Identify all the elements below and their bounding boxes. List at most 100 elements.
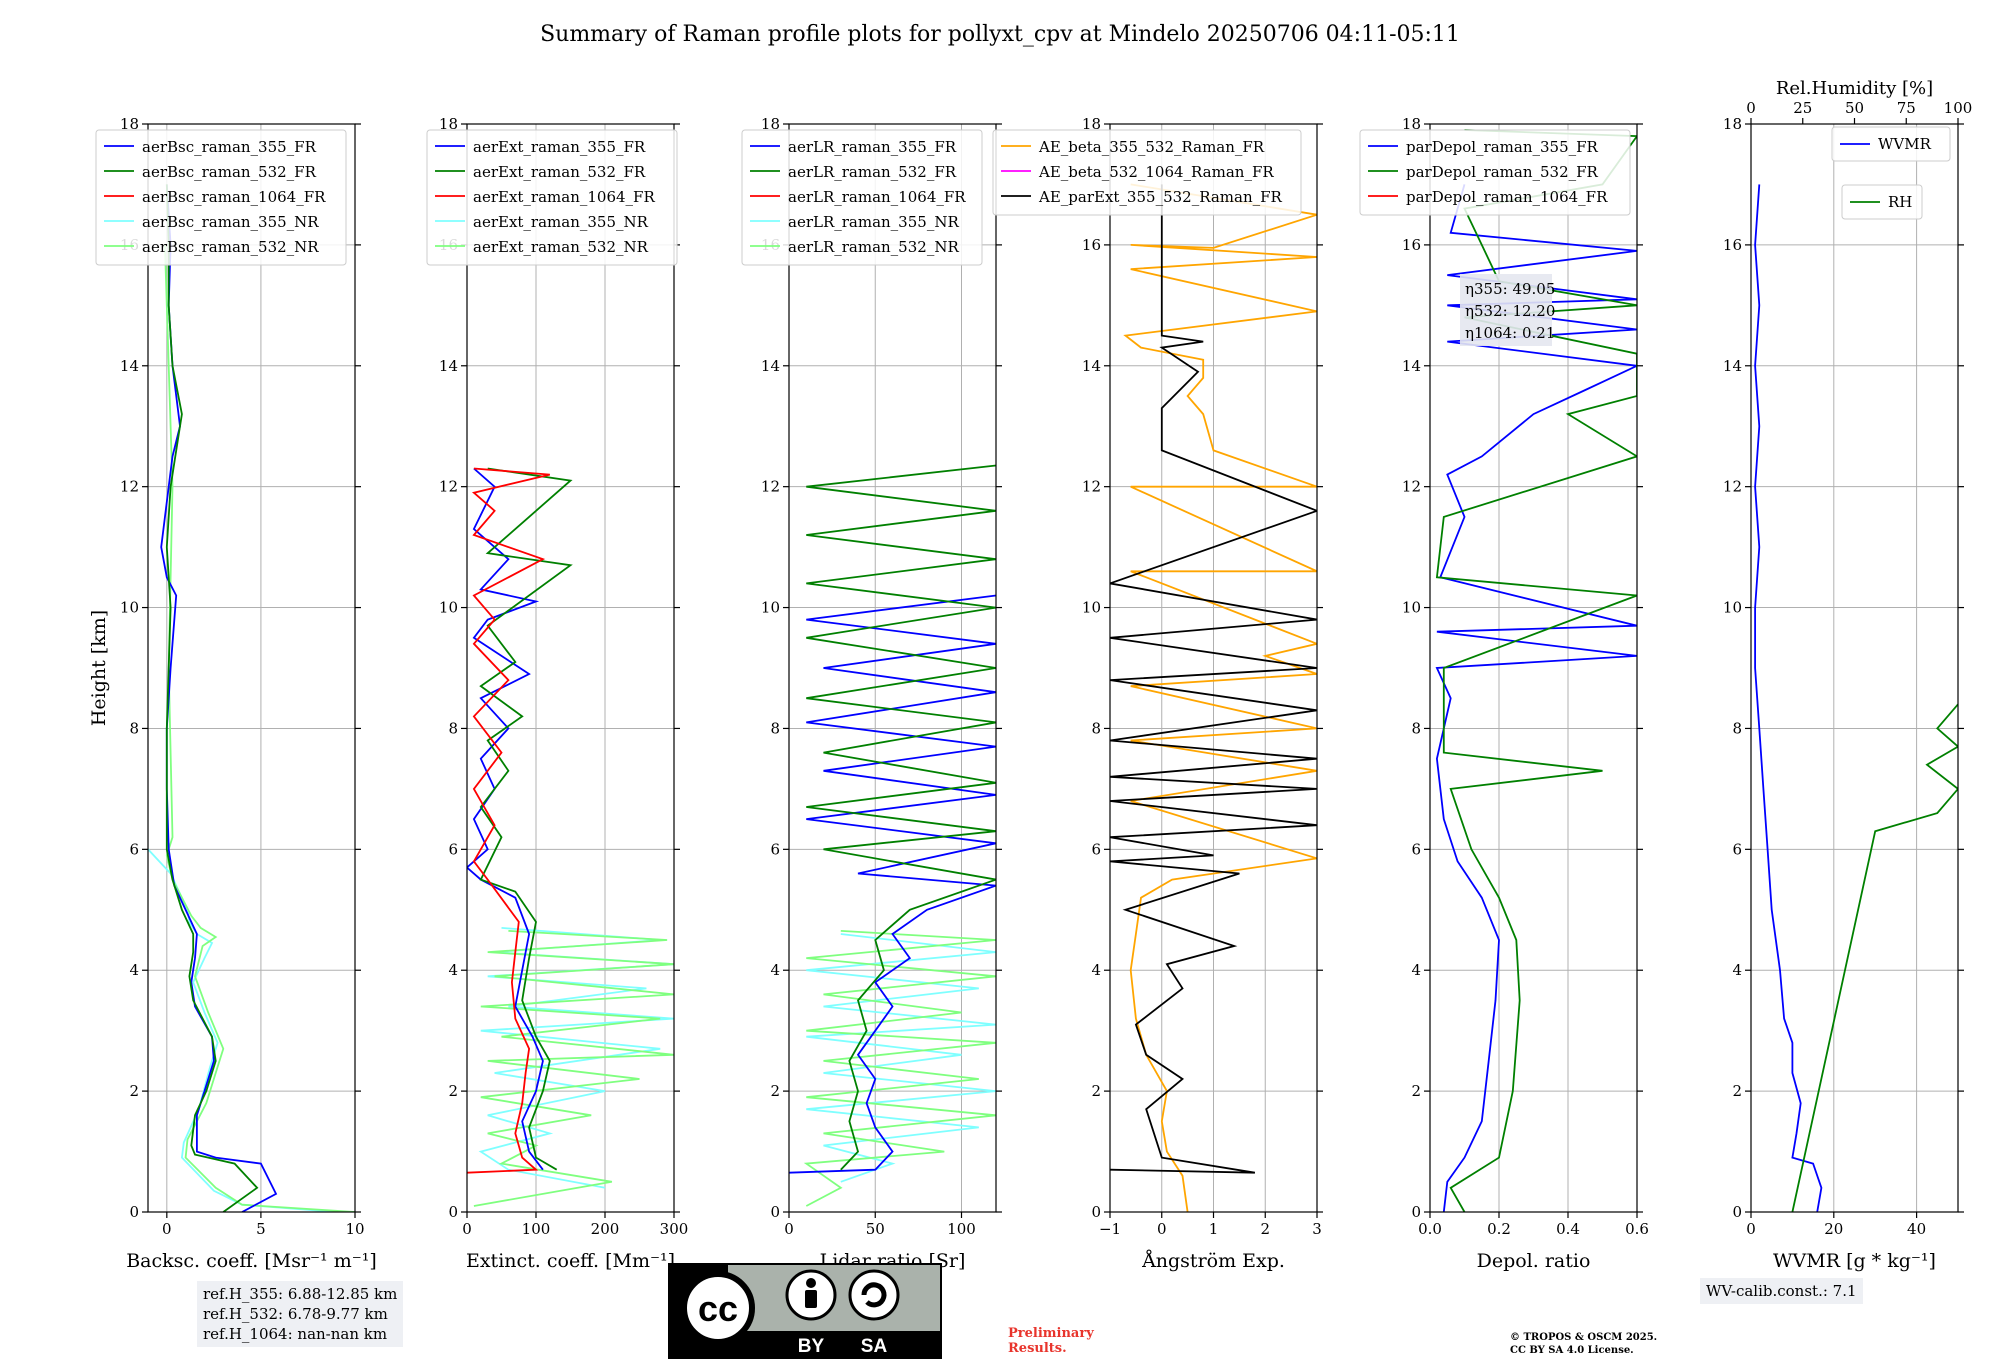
ytick-label: 14 (761, 357, 780, 375)
legend-label: aerBsc_raman_532_FR (142, 163, 317, 181)
ytick-label: 6 (129, 840, 139, 858)
xtick-label: 100 (947, 1220, 976, 1238)
ytick-label: 6 (1091, 840, 1101, 858)
top-xtick-label: 25 (1793, 99, 1812, 117)
series-group (1110, 183, 1317, 1212)
xtick-label: 0.2 (1487, 1220, 1511, 1238)
axes-frame (1750, 123, 1959, 1213)
series-aerLR_raman_355_FR (789, 594, 996, 1174)
legend-label: aerBsc_raman_1064_FR (142, 188, 326, 206)
ref-height-355: ref.H_355: 6.88-12.85 km (203, 1285, 398, 1303)
ytick-label: 6 (1732, 840, 1742, 858)
legend-depol: parDepol_raman_355_FR parDepol_raman_532_… (1359, 129, 1631, 216)
xtick-label: 0 (162, 1220, 172, 1238)
axes-frame (147, 123, 356, 1213)
ytick-label: 0 (448, 1203, 458, 1221)
series-parDepol_raman_355_FR (1435, 184, 1637, 1212)
xtick-label: −1 (1099, 1220, 1121, 1238)
series-aerLR_raman_355_NR (806, 933, 996, 1183)
ytick-label: 12 (761, 478, 780, 496)
xtick-label: 100 (522, 1220, 551, 1238)
ytick-label: 18 (761, 115, 780, 133)
ytick-label: 0 (129, 1203, 139, 1221)
sa-share-icon (861, 1282, 887, 1308)
top-xtick-label: 75 (1897, 99, 1916, 117)
legend-lr: aerLR_raman_355_FR aerLR_raman_532_FR aerL… (741, 129, 983, 266)
ytick-label: 14 (1402, 357, 1421, 375)
copyright-line-2: CC BY SA 4.0 License. (1510, 1345, 1634, 1356)
ytick-label: 2 (1411, 1082, 1421, 1100)
legend-label: aerLR_raman_1064_FR (788, 188, 966, 206)
wv-calib-box: WV-calib.const.: 7.1 (1700, 1278, 1863, 1304)
ytick-label: 4 (1091, 961, 1101, 979)
top-xtick-label: 50 (1845, 99, 1864, 117)
legend-box (1359, 129, 1631, 216)
legend-box (95, 129, 347, 266)
legend-label: parDepol_raman_532_FR (1406, 163, 1599, 181)
legend-bsc: aerBsc_raman_355_FR aerBsc_raman_532_FRae… (95, 129, 347, 266)
series-AE_beta_355_532_Raman_FR (1123, 183, 1317, 1212)
axes-frame (1429, 123, 1638, 1213)
xaxis-label: Depol. ratio (1477, 1250, 1591, 1272)
ytick-label: 18 (1082, 115, 1101, 133)
top-xtick-label: 100 (1944, 99, 1973, 117)
preliminary-note: Preliminary Results. (1008, 1326, 1094, 1356)
legend-box (741, 129, 983, 266)
ref-height-532: ref.H_532: 6.78-9.77 km (203, 1305, 388, 1323)
cc-license-badge: cc BY SA (668, 1263, 942, 1359)
figure-title: Summary of Raman profile plots for polly… (540, 22, 1460, 47)
xaxis-label: Extinct. coeff. [Mm⁻¹] (466, 1250, 675, 1272)
cc-by-label: BY (798, 1336, 825, 1357)
panel-depol: 0 2 4 6 8 10 12 14 16 18 0.0 0.2 0.4 0.6 Depol. ratio p… (1359, 115, 1649, 1272)
ytick-label: 10 (761, 599, 780, 617)
ytick-label: 14 (1723, 357, 1742, 375)
ytick-label: 16 (1723, 236, 1742, 254)
eta-box (1460, 274, 1552, 346)
panel-lr: 024681012141618050100Lidar ratio [Sr]aer… (741, 115, 1002, 1272)
ytick-label: 8 (1411, 719, 1421, 737)
ytick-label: 6 (448, 840, 458, 858)
copyright-note: © TROPOS & OSCM 2025. CC BY SA 4.0 Licen… (1510, 1331, 1657, 1357)
preliminary-line-2: Results. (1008, 1341, 1067, 1356)
xtick-label: 0.4 (1556, 1220, 1580, 1238)
legend-label: aerExt_raman_1064_FR (473, 188, 655, 206)
eta-label: η355: 49.05 (1465, 280, 1555, 298)
ytick-label: 8 (770, 719, 780, 737)
xtick-label: 50 (866, 1220, 885, 1238)
preliminary-line-1: Preliminary (1008, 1326, 1094, 1341)
xtick-label: 0 (1157, 1220, 1167, 1238)
ytick-label: 2 (1091, 1082, 1101, 1100)
series-aerLR_raman_532_FR (806, 464, 996, 1171)
legend-box (992, 129, 1302, 216)
ytick-label: 6 (1411, 840, 1421, 858)
yaxis-label: Height [km] (88, 610, 110, 726)
top-axis-label: Rel.Humidity [%] (1776, 78, 1933, 99)
xtick-label: 0 (784, 1220, 794, 1238)
series-aerExt_raman_355_FR (467, 467, 544, 1171)
legend-wv: WVMR RH (1831, 126, 1951, 220)
series-AE_parExt_355_532_Raman_FR (1110, 184, 1317, 1174)
axes-frame (466, 123, 675, 1213)
ytick-label: 18 (1402, 115, 1421, 133)
ytick-label: 4 (129, 961, 139, 979)
wv-calib-text: WV-calib.const.: 7.1 (1706, 1282, 1857, 1300)
ytick-label: 0 (1411, 1203, 1421, 1221)
ytick-label: 10 (439, 599, 458, 617)
legend-box (1841, 184, 1923, 220)
ytick-label: 16 (1402, 236, 1421, 254)
xtick-label: 0.6 (1625, 1220, 1649, 1238)
legend-label: aerExt_raman_355_NR (473, 213, 649, 231)
eta-annotations: η355: 49.05 η532: 12.20 η1064: 0.21 (1460, 274, 1555, 346)
series-group (148, 184, 355, 1212)
xtick-label: 0 (1746, 1220, 1756, 1238)
ytick-label: 8 (1732, 719, 1742, 737)
ytick-label: 10 (1402, 599, 1421, 617)
series-aerBsc_raman_532_FR (165, 184, 259, 1212)
legend-label: aerExt_raman_532_NR (473, 238, 649, 256)
xaxis-label: Ångström Exp. (1141, 1250, 1285, 1272)
series-RH (1791, 703, 1958, 1212)
legend-ae: AE_beta_355_532_Raman_FR AE_beta_532_1064… (992, 129, 1302, 216)
series-group (467, 467, 674, 1207)
legend-label: aerLR_raman_532_FR (788, 163, 957, 181)
legend-label: parDepol_raman_355_FR (1406, 138, 1599, 156)
